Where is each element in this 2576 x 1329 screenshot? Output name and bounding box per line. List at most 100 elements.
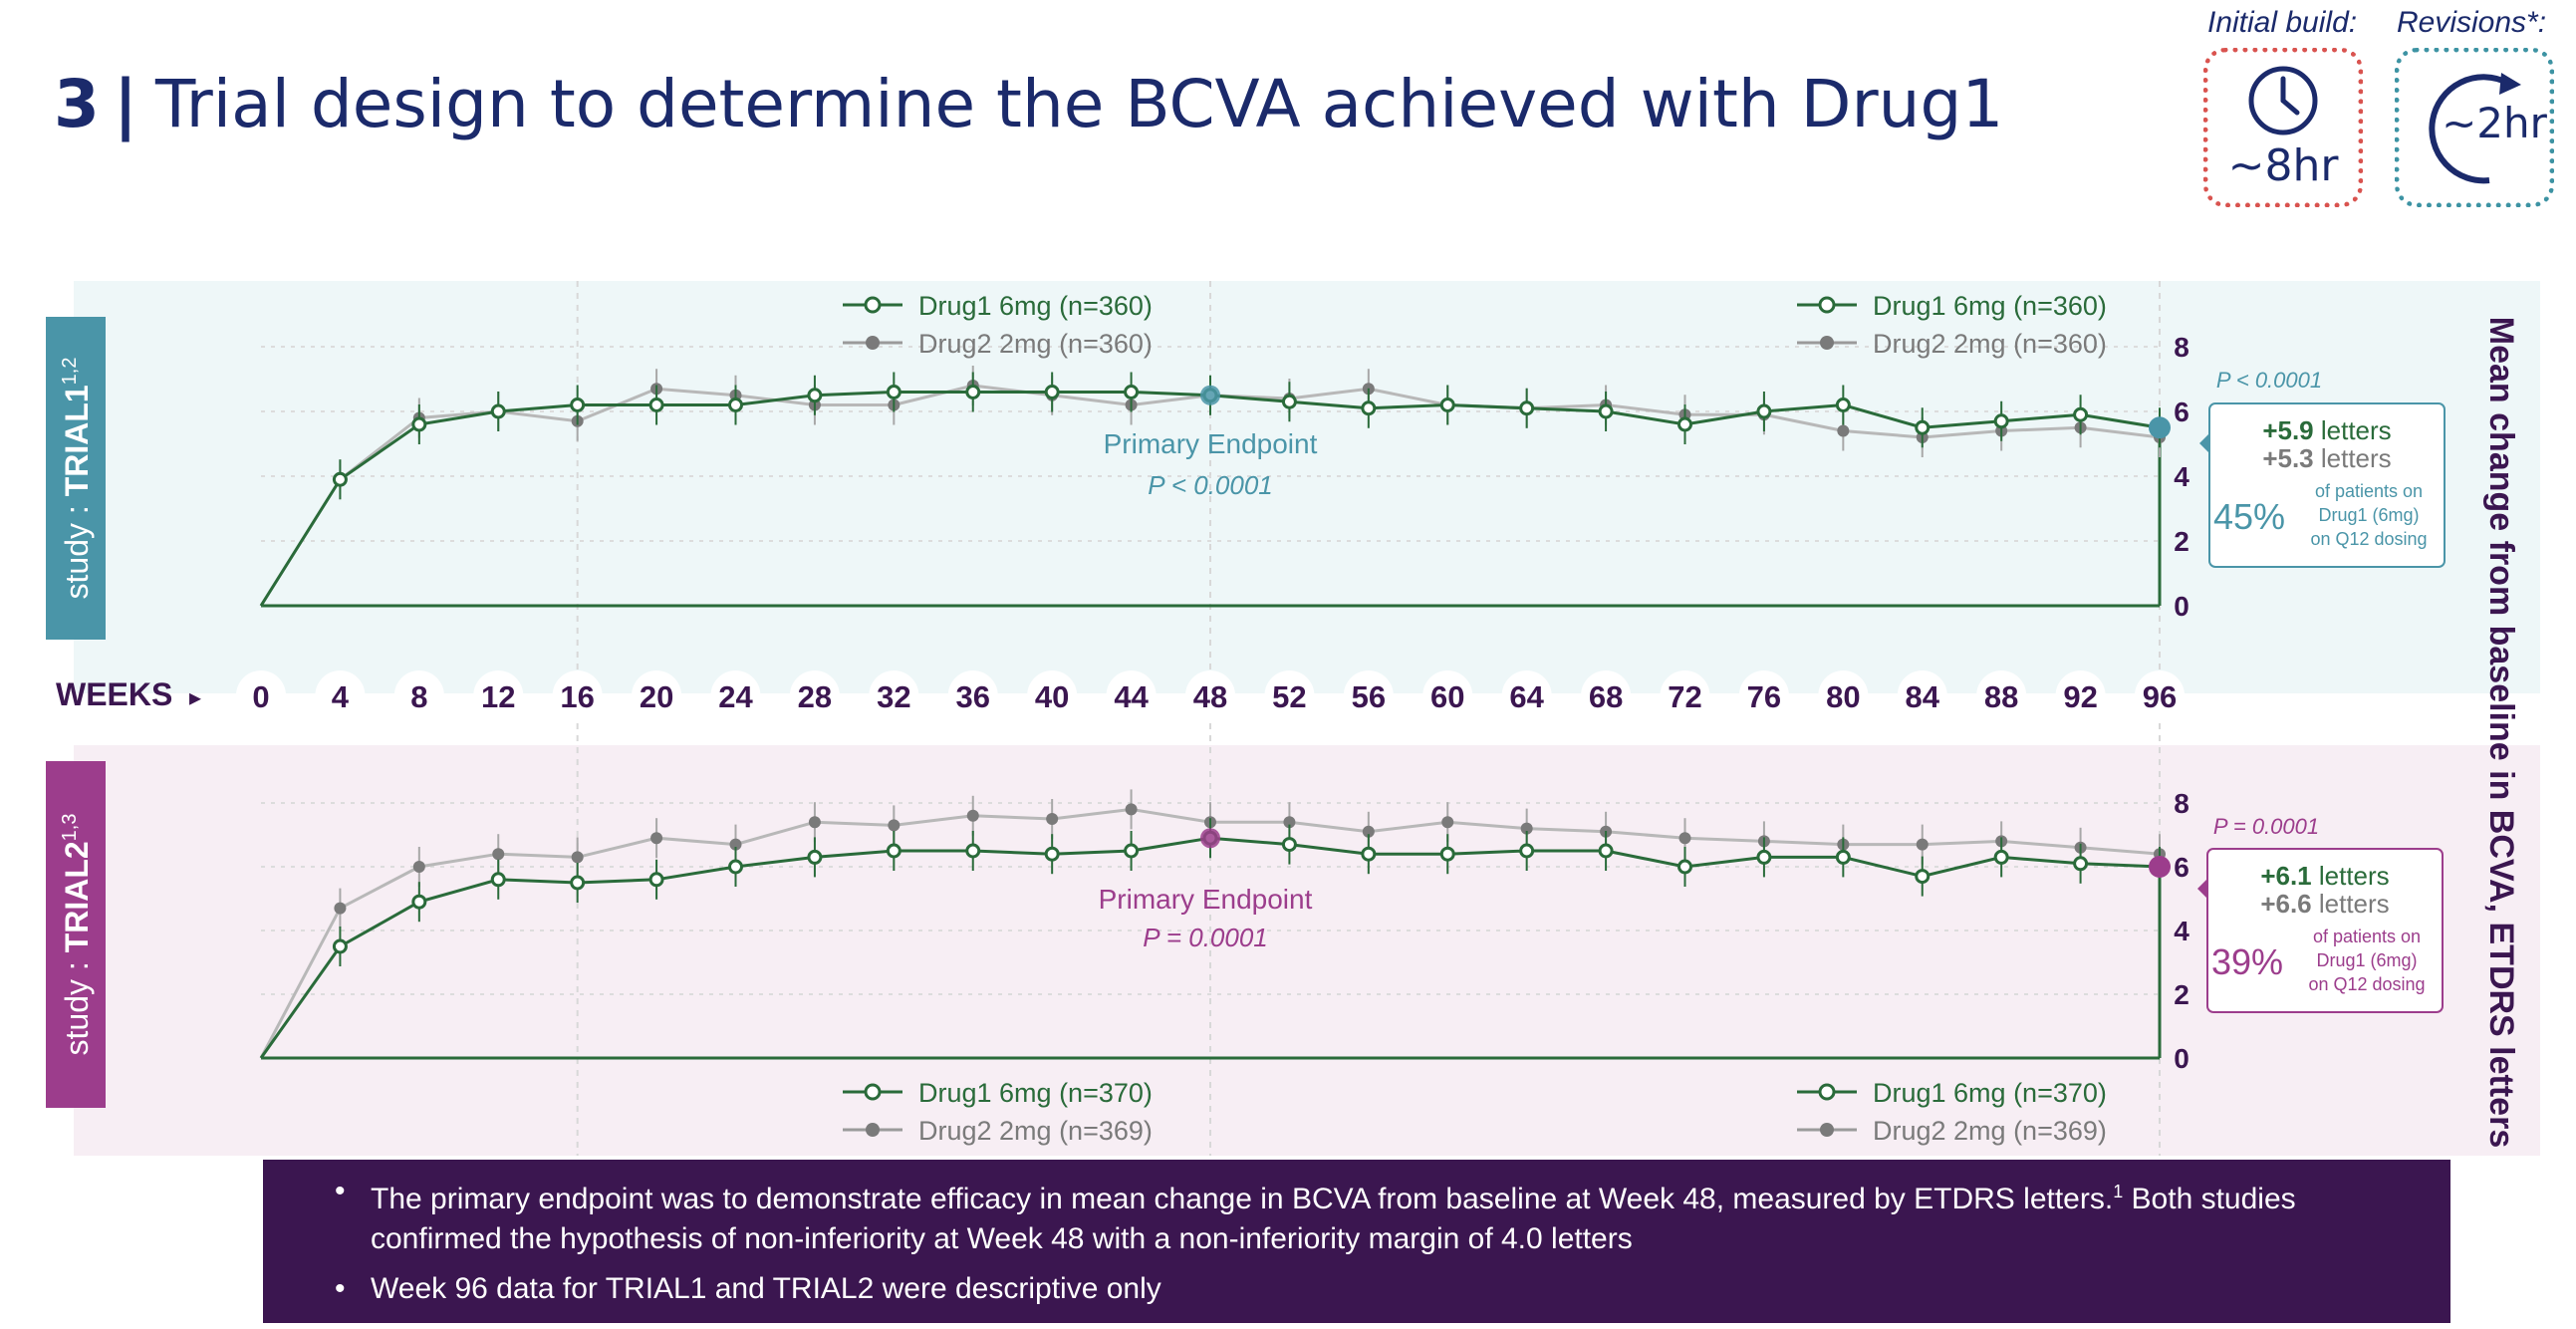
drug2-point xyxy=(1837,424,1850,437)
result-drug1-value: +5.9 xyxy=(2262,415,2313,445)
drug1-point xyxy=(1835,849,1851,865)
week-tick-bg xyxy=(473,670,524,720)
study-strip xyxy=(46,761,106,1108)
week96-marker xyxy=(2149,856,2171,878)
legend-right: Drug1 6mg (n=370) Drug2 2mg (n=369) xyxy=(1797,1078,2107,1146)
week-tick-label: 0 xyxy=(252,679,269,714)
result-drug1: +5.9 letters xyxy=(2262,415,2391,445)
y-tick-label: 8 xyxy=(2174,332,2190,363)
study-name: TRIAL1 xyxy=(59,385,95,496)
week-tick-bg xyxy=(1422,670,1473,720)
initial-build-box: ~8hr xyxy=(2203,48,2363,207)
revisions-label: Revisions*: xyxy=(2397,6,2547,39)
week-tick-bg xyxy=(1897,670,1947,720)
key-findings-box: The primary endpoint was to demonstrate … xyxy=(263,1160,2450,1323)
week-tick-bg xyxy=(1106,670,1157,720)
drug1-point xyxy=(1439,846,1455,862)
week-tick-bg xyxy=(393,670,444,720)
drug1-point xyxy=(1281,837,1297,853)
week-tick-bg xyxy=(1027,670,1078,720)
week-tick-bg xyxy=(869,670,919,720)
drug1-point xyxy=(807,388,823,403)
legend-drug1-marker xyxy=(1818,296,1836,314)
result-drug2-unit: letters xyxy=(2314,443,2392,473)
drug1-point xyxy=(332,938,348,954)
legend-drug2-marker xyxy=(1820,336,1834,350)
drug2-point xyxy=(729,838,742,851)
drug1-point xyxy=(2073,406,2089,422)
drug2-point xyxy=(571,851,584,864)
drug1-point xyxy=(886,843,902,859)
study-name: TRIAL2 xyxy=(59,841,95,952)
legend-drug2-marker xyxy=(866,336,880,350)
drug1-point xyxy=(1993,413,2009,429)
drug1-point xyxy=(490,403,506,419)
week-tick-label: 40 xyxy=(1035,679,1069,714)
week-tick-label: 84 xyxy=(1906,679,1940,714)
week-tick-bg xyxy=(789,670,840,720)
legend-drug2-marker xyxy=(1820,1123,1834,1137)
week-tick-label: 88 xyxy=(1984,679,2018,714)
drug2-point xyxy=(808,816,821,829)
week-tick-bg xyxy=(1818,670,1869,720)
title-separator: | xyxy=(113,66,138,142)
week-tick-label: 56 xyxy=(1352,679,1386,714)
bullet-1-footnote: 1 xyxy=(2113,1182,2124,1201)
result-drug2-value: +6.6 xyxy=(2260,889,2311,919)
result-box-pointer xyxy=(2199,433,2209,453)
result-pct-line3: on Q12 dosing xyxy=(2310,529,2427,549)
initial-build-label: Initial build: xyxy=(2207,6,2358,39)
legend-drug1-marker xyxy=(864,296,882,314)
trial1-panel: study : TRIAL11,2 0 2 4 6 8 Primary Endpoint P … xyxy=(46,291,2446,640)
drug1-point xyxy=(1993,849,2009,865)
week96-marker xyxy=(2149,416,2171,439)
week-tick-label: 92 xyxy=(2063,679,2097,714)
drug2-point xyxy=(888,819,901,832)
result-drug1: +6.1 letters xyxy=(2260,861,2389,891)
week-tick-label: 48 xyxy=(1193,679,1227,714)
drug2-point xyxy=(1520,822,1533,835)
slide-number: 3 xyxy=(54,66,100,142)
legend-left: Drug1 6mg (n=360) Drug2 2mg (n=360) xyxy=(843,291,1153,359)
drug1-point xyxy=(1361,400,1377,416)
week-tick-label: 28 xyxy=(798,679,832,714)
y-tick-label: 8 xyxy=(2174,788,2190,819)
study-prefix: study : xyxy=(59,496,95,599)
drug2-point xyxy=(1441,816,1454,829)
bullet-1-text-cont: Both studies confirmed the hypothesis of… xyxy=(371,1183,2296,1255)
weeks-arrow-icon: ▸ xyxy=(189,684,201,711)
drug1-point xyxy=(490,872,506,888)
drug1-point xyxy=(1915,419,1931,435)
bullet-1-text: The primary endpoint was to demonstrate … xyxy=(371,1183,2114,1215)
legend-right: Drug1 6mg (n=360) Drug2 2mg (n=360) xyxy=(1797,291,2107,359)
week96-p: P < 0.0001 xyxy=(2216,368,2322,393)
result-drug2-value: +5.3 xyxy=(2262,443,2313,473)
drug2-point xyxy=(334,902,347,915)
drug1-point xyxy=(2073,856,2089,872)
drug1-point xyxy=(1677,859,1692,875)
drug2-point xyxy=(966,809,979,822)
legend-drug2-label: Drug2 2mg (n=360) xyxy=(1873,329,2107,359)
primary-endpoint-marker xyxy=(1200,385,1220,405)
result-drug2: +6.6 letters xyxy=(2260,889,2389,919)
right-axis-label: Mean change from baseline in BCVA, ETDRS… xyxy=(2482,317,2520,1148)
week-tick-bg xyxy=(1343,670,1394,720)
week-tick-label: 44 xyxy=(1114,679,1149,714)
drug1-point xyxy=(1598,843,1614,859)
study-sup: 1,2 xyxy=(59,358,81,386)
week-tick-bg xyxy=(632,670,682,720)
drug1-point xyxy=(965,385,981,399)
drug1-point xyxy=(1361,846,1377,862)
trial2-panel-bg xyxy=(74,745,2540,1156)
drug1-point xyxy=(411,894,427,910)
primary-endpoint-marker xyxy=(1200,828,1220,849)
trial1-panel-bg xyxy=(74,281,2540,693)
y-tick-label: 6 xyxy=(2174,397,2190,427)
week-tick-label: 60 xyxy=(1430,679,1464,714)
initial-build-value: ~8hr xyxy=(2227,140,2339,191)
week-tick-bg xyxy=(710,670,761,720)
legend-drug1-label: Drug1 6mg (n=370) xyxy=(1873,1078,2107,1108)
y-tick-label: 0 xyxy=(2174,1043,2190,1074)
drug2-point xyxy=(1916,838,1929,851)
